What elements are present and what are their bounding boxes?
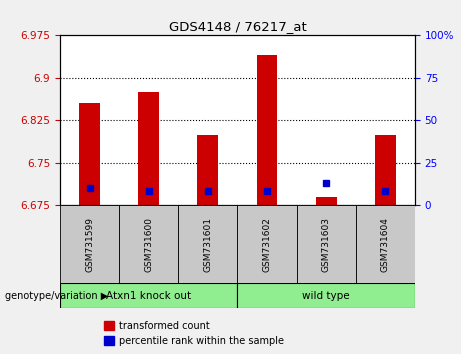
Bar xyxy=(296,205,356,283)
Text: GSM731601: GSM731601 xyxy=(203,217,213,272)
Bar xyxy=(79,103,100,205)
Bar xyxy=(60,205,119,283)
Bar xyxy=(237,283,415,308)
Bar xyxy=(178,205,237,283)
Bar xyxy=(138,92,159,205)
Text: GSM731599: GSM731599 xyxy=(85,217,94,272)
Bar xyxy=(237,205,296,283)
Bar xyxy=(60,283,237,308)
Text: wild type: wild type xyxy=(302,291,350,301)
Bar xyxy=(375,135,396,205)
Text: Atxn1 knock out: Atxn1 knock out xyxy=(106,291,191,301)
Text: GSM731604: GSM731604 xyxy=(381,217,390,272)
Bar xyxy=(197,135,218,205)
Legend: transformed count, percentile rank within the sample: transformed count, percentile rank withi… xyxy=(100,317,288,350)
Text: GSM731602: GSM731602 xyxy=(262,217,272,272)
Bar xyxy=(356,205,415,283)
Text: GSM731603: GSM731603 xyxy=(322,217,331,272)
Bar xyxy=(119,205,178,283)
Bar xyxy=(257,55,278,205)
Title: GDS4148 / 76217_at: GDS4148 / 76217_at xyxy=(169,20,306,33)
Text: genotype/variation ▶: genotype/variation ▶ xyxy=(5,291,108,301)
Bar xyxy=(316,197,337,205)
Text: GSM731600: GSM731600 xyxy=(144,217,153,272)
